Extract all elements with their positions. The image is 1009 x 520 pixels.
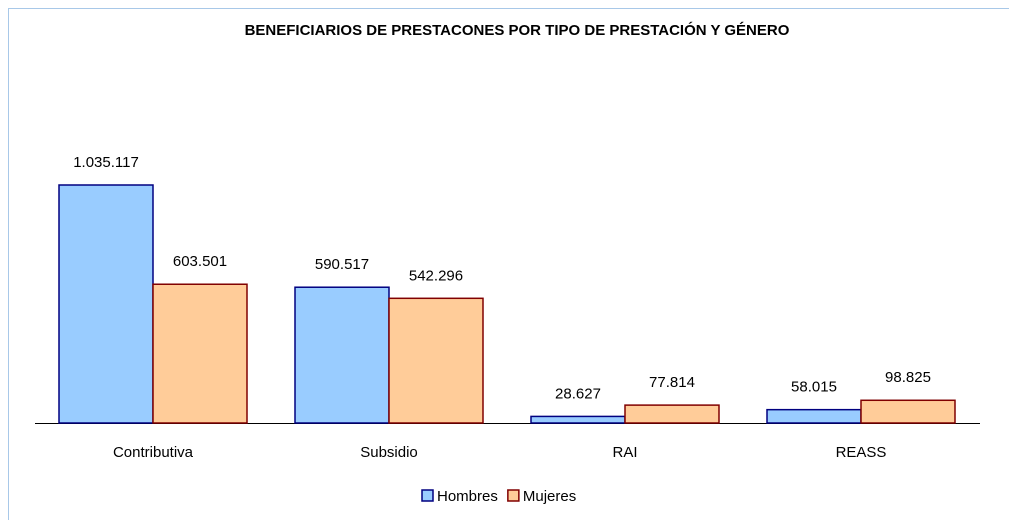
data-label: 603.501 [173,253,227,270]
bar [624,404,720,424]
bar [766,408,862,424]
bar [530,415,626,424]
data-label: 58.015 [791,379,837,396]
data-label: 98.825 [885,369,931,386]
data-label: 1.035.117 [73,154,139,171]
chart-title: BENEFICIARIOS DE PRESTACONES POR TIPO DE… [245,21,790,39]
data-label: 542.296 [409,267,463,284]
legend-label: Hombres [437,488,498,505]
data-label: 590.517 [315,256,369,273]
bar [294,286,390,424]
x-tick-label: RAI [612,444,637,461]
bar [58,184,154,424]
bar [152,283,248,424]
data-label: 28.627 [555,385,601,402]
legend-swatch [507,489,520,502]
bar [860,399,956,424]
bar [388,297,484,424]
legend-swatch [421,489,434,502]
data-label: 77.814 [649,374,695,391]
x-tick-label: REASS [836,444,887,461]
legend-label: Mujeres [523,488,576,505]
x-tick-label: Subsidio [360,444,418,461]
x-tick-label: Contributiva [113,444,194,461]
